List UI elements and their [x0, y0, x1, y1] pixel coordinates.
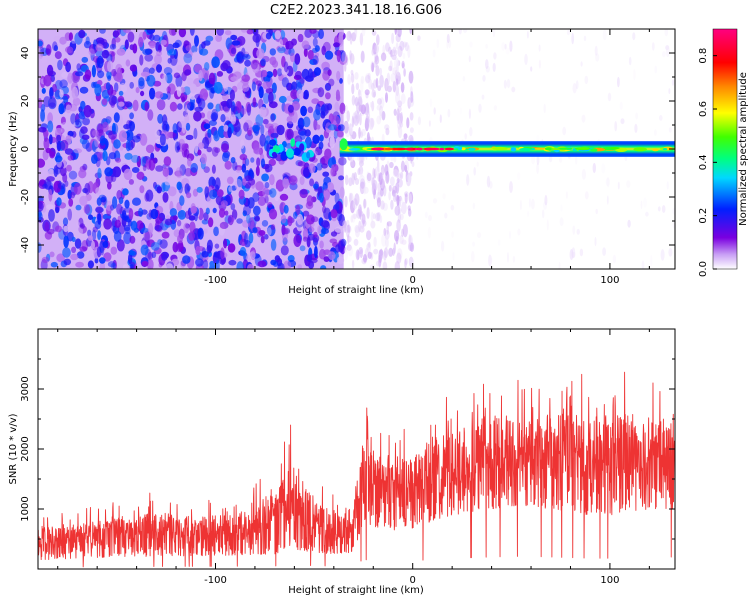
- heatmap-carrier-peak: [370, 147, 455, 151]
- colorbar-label: Normalized spectral amplitude: [738, 72, 749, 226]
- snr-line: [38, 371, 675, 568]
- snr-ticks: -100 0 100 1000 2000 3000: [20, 328, 675, 586]
- colorbar-tick-label: 0.0: [698, 261, 709, 277]
- snr-panel: -100 0 100 1000 2000 3000 Height of straight …: [8, 328, 676, 596]
- colorbar: 0.0 0.2 0.4 0.6 0.8 Normalized spectral ampl…: [698, 28, 749, 277]
- spectrogram-xtick-label: -100: [204, 275, 227, 286]
- spectrogram-ytick-label: -40: [20, 237, 31, 253]
- carrier-start: [339, 138, 348, 151]
- spectrogram-panel: -100 0 100 -40 -20 0 20 40 Height of straight l…: [8, 28, 676, 296]
- heatmap-sparse-noise: [411, 29, 675, 269]
- colorbar-gradient: [712, 28, 738, 270]
- heatmap-carrier-line: [339, 138, 675, 157]
- snr-ytick-label: 2000: [20, 436, 31, 461]
- spectrogram-ytick-label: 20: [20, 95, 31, 108]
- snr-xtick-label: -100: [204, 575, 227, 586]
- colorbar-tick-label: 0.6: [698, 101, 709, 117]
- heatmap-noise: [38, 29, 348, 269]
- colorbar-tick-label: 0.4: [698, 154, 709, 170]
- colorbar-tick-label: 0.2: [698, 208, 709, 224]
- spectrogram-xtick-label: 100: [600, 275, 619, 286]
- snr-series: [38, 371, 675, 568]
- snr-xtick-label: 100: [600, 575, 619, 586]
- snr-xlabel: Height of straight line (km): [288, 585, 424, 596]
- spectrogram-ylabel: Frequency (Hz): [8, 111, 19, 187]
- figure-title: C2E2.2023.341.18.16.G06: [270, 3, 442, 18]
- spectrogram-ytick-label: 0: [20, 146, 31, 152]
- spectrogram-ticks: -100 0 100 -40 -20 0 20 40: [20, 28, 675, 286]
- spectrogram-xtick-label: 0: [410, 275, 416, 286]
- snr-ytick-label: 3000: [20, 376, 31, 401]
- colorbar-ticks: 0.0 0.2 0.4 0.6 0.8: [698, 48, 717, 277]
- snr-xtick-label: 0: [410, 575, 416, 586]
- spectrogram-ytick-label: -20: [20, 189, 31, 205]
- heatmap-signal-onset: [268, 137, 315, 162]
- spectrogram-heatmap: [38, 29, 675, 269]
- colorbar-tick-label: 0.8: [698, 48, 709, 64]
- snr-ylabel: SNR (10 * v/v): [8, 413, 19, 484]
- spectrogram-xlabel: Height of straight line (km): [288, 285, 424, 296]
- spectrogram-ytick-label: 40: [20, 47, 31, 60]
- snr-ytick-label: 1000: [20, 496, 31, 521]
